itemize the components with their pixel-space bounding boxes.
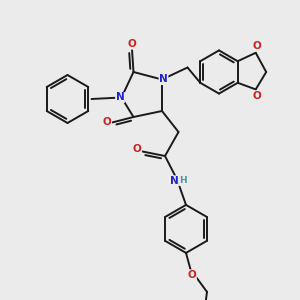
Text: N: N xyxy=(116,92,124,103)
Text: O: O xyxy=(103,117,112,128)
Text: N: N xyxy=(169,176,178,186)
Text: N: N xyxy=(159,74,168,85)
Text: O: O xyxy=(133,143,142,154)
Text: O: O xyxy=(253,41,262,51)
Text: H: H xyxy=(179,176,187,185)
Text: O: O xyxy=(188,270,196,280)
Text: O: O xyxy=(128,39,136,49)
Text: O: O xyxy=(253,91,262,101)
